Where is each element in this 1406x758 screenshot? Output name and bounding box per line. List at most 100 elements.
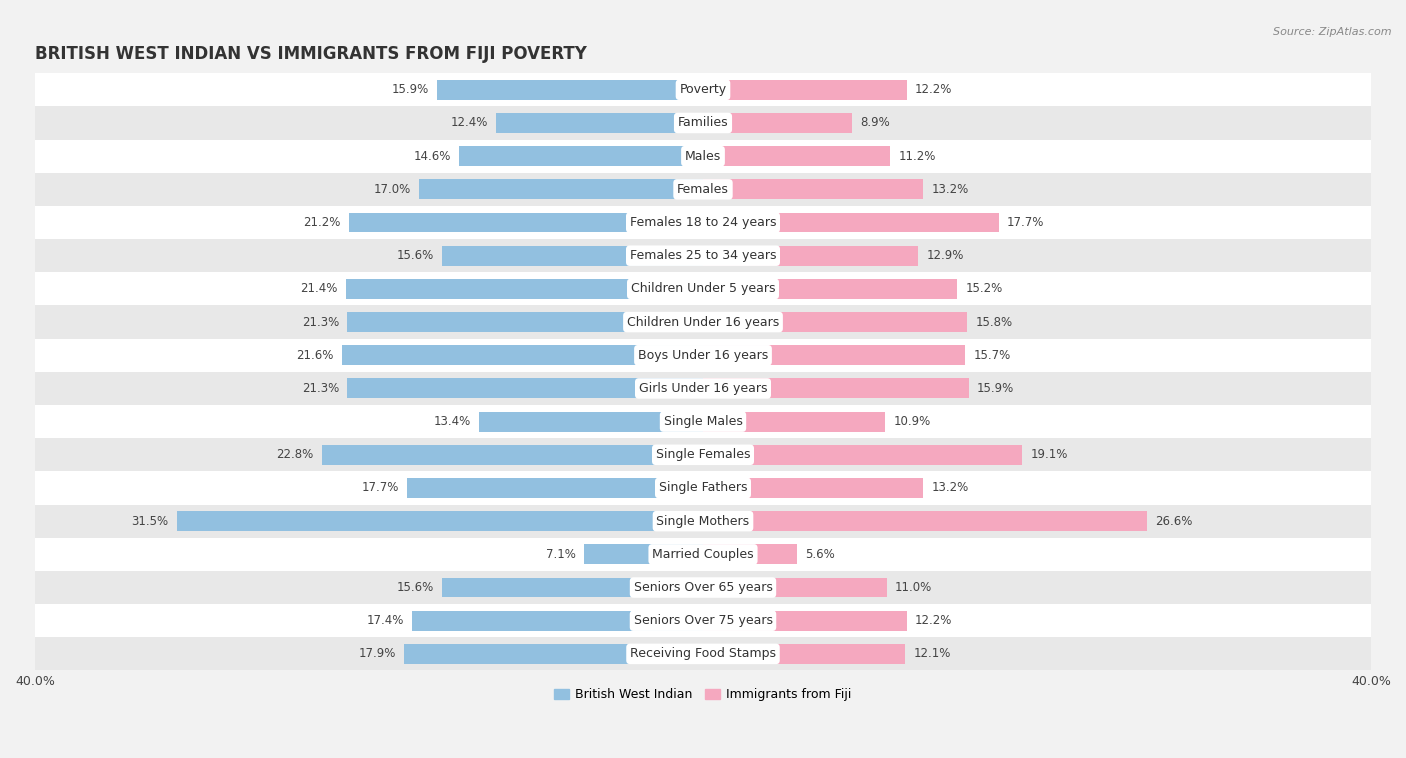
Bar: [703, 346, 965, 365]
Bar: [443, 578, 703, 597]
Bar: [349, 212, 703, 233]
Text: 17.4%: 17.4%: [367, 614, 404, 627]
Text: 13.2%: 13.2%: [932, 183, 969, 196]
Bar: [703, 644, 905, 664]
Text: Children Under 5 years: Children Under 5 years: [631, 283, 775, 296]
Text: Married Couples: Married Couples: [652, 548, 754, 561]
Text: BRITISH WEST INDIAN VS IMMIGRANTS FROM FIJI POVERTY: BRITISH WEST INDIAN VS IMMIGRANTS FROM F…: [35, 45, 586, 64]
Text: Females: Females: [678, 183, 728, 196]
Text: 21.6%: 21.6%: [297, 349, 333, 362]
Text: 12.9%: 12.9%: [927, 249, 965, 262]
Bar: [703, 279, 957, 299]
Text: 15.8%: 15.8%: [976, 315, 1012, 328]
Text: 21.2%: 21.2%: [304, 216, 340, 229]
Text: 11.2%: 11.2%: [898, 149, 936, 163]
Bar: [35, 173, 1371, 206]
Bar: [408, 478, 703, 498]
Bar: [496, 113, 703, 133]
Bar: [703, 312, 967, 332]
Text: 12.2%: 12.2%: [915, 83, 952, 96]
Bar: [703, 378, 969, 399]
Bar: [35, 471, 1371, 505]
Text: 12.4%: 12.4%: [450, 117, 488, 130]
Bar: [703, 246, 918, 265]
Bar: [35, 438, 1371, 471]
Text: 8.9%: 8.9%: [860, 117, 890, 130]
Bar: [703, 212, 998, 233]
Bar: [460, 146, 703, 166]
Text: Receiving Food Stamps: Receiving Food Stamps: [630, 647, 776, 660]
Text: 5.6%: 5.6%: [804, 548, 835, 561]
Bar: [35, 405, 1371, 438]
Text: Single Mothers: Single Mothers: [657, 515, 749, 528]
Text: 15.9%: 15.9%: [977, 382, 1014, 395]
Bar: [479, 412, 703, 431]
Bar: [35, 272, 1371, 305]
Bar: [419, 180, 703, 199]
Text: Females 18 to 24 years: Females 18 to 24 years: [630, 216, 776, 229]
Bar: [35, 305, 1371, 339]
Text: 26.6%: 26.6%: [1156, 515, 1192, 528]
Text: Boys Under 16 years: Boys Under 16 years: [638, 349, 768, 362]
Bar: [346, 279, 703, 299]
Text: 13.4%: 13.4%: [433, 415, 471, 428]
Bar: [35, 637, 1371, 671]
Bar: [703, 180, 924, 199]
Text: 14.6%: 14.6%: [413, 149, 451, 163]
Text: 15.6%: 15.6%: [396, 581, 434, 594]
Bar: [35, 372, 1371, 405]
Text: Seniors Over 65 years: Seniors Over 65 years: [634, 581, 772, 594]
Text: Single Males: Single Males: [664, 415, 742, 428]
Text: Source: ZipAtlas.com: Source: ZipAtlas.com: [1274, 27, 1392, 36]
Text: 21.4%: 21.4%: [299, 283, 337, 296]
Text: Children Under 16 years: Children Under 16 years: [627, 315, 779, 328]
Bar: [703, 113, 852, 133]
Bar: [703, 611, 907, 631]
Bar: [35, 139, 1371, 173]
Text: Families: Families: [678, 117, 728, 130]
Text: 21.3%: 21.3%: [302, 382, 339, 395]
Bar: [35, 106, 1371, 139]
Bar: [347, 378, 703, 399]
Text: Males: Males: [685, 149, 721, 163]
Text: 17.0%: 17.0%: [374, 183, 411, 196]
Text: Poverty: Poverty: [679, 83, 727, 96]
Text: 15.6%: 15.6%: [396, 249, 434, 262]
Bar: [703, 578, 887, 597]
Text: 12.2%: 12.2%: [915, 614, 952, 627]
Text: 31.5%: 31.5%: [131, 515, 169, 528]
Bar: [347, 312, 703, 332]
Text: 15.9%: 15.9%: [392, 83, 429, 96]
Text: 15.2%: 15.2%: [965, 283, 1002, 296]
Text: 15.7%: 15.7%: [973, 349, 1011, 362]
Bar: [404, 644, 703, 664]
Text: 17.7%: 17.7%: [361, 481, 399, 494]
Text: Girls Under 16 years: Girls Under 16 years: [638, 382, 768, 395]
Text: Seniors Over 75 years: Seniors Over 75 years: [634, 614, 772, 627]
Bar: [703, 478, 924, 498]
Text: Single Fathers: Single Fathers: [659, 481, 747, 494]
Bar: [703, 511, 1147, 531]
Bar: [703, 544, 797, 564]
Bar: [35, 505, 1371, 537]
Bar: [703, 445, 1022, 465]
Bar: [585, 544, 703, 564]
Text: 12.1%: 12.1%: [914, 647, 950, 660]
Text: 13.2%: 13.2%: [932, 481, 969, 494]
Bar: [342, 346, 703, 365]
Text: Single Females: Single Females: [655, 448, 751, 462]
Text: Females 25 to 34 years: Females 25 to 34 years: [630, 249, 776, 262]
Text: 7.1%: 7.1%: [546, 548, 576, 561]
Bar: [703, 412, 884, 431]
Text: 21.3%: 21.3%: [302, 315, 339, 328]
Bar: [322, 445, 703, 465]
Text: 10.9%: 10.9%: [893, 415, 931, 428]
Bar: [35, 206, 1371, 239]
Bar: [443, 246, 703, 265]
Bar: [412, 611, 703, 631]
Text: 19.1%: 19.1%: [1031, 448, 1067, 462]
Bar: [35, 74, 1371, 106]
Text: 17.9%: 17.9%: [359, 647, 395, 660]
Text: 17.7%: 17.7%: [1007, 216, 1045, 229]
Bar: [35, 239, 1371, 272]
